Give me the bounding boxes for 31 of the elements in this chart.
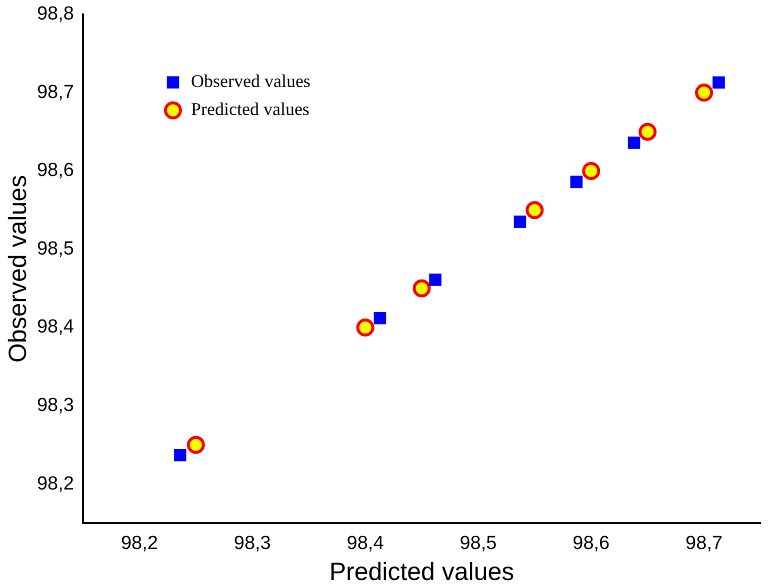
point [570,176,583,188]
point [429,274,442,286]
point [374,312,386,324]
point [412,279,431,298]
x-tick-label: 98,4 [346,532,384,554]
point [712,76,725,89]
point [695,84,714,102]
y-tick-label: 98,8 [36,4,74,25]
point [526,201,544,220]
point [514,216,526,228]
x-axis-title: Predicted values [329,558,514,586]
point [628,136,640,149]
point [356,318,374,337]
point [582,162,600,180]
point [174,448,186,462]
y-tick-label: 98,2 [36,473,74,494]
y-tick-label: 98,4 [36,316,74,338]
point [186,436,205,454]
x-tick-label: 98,7 [686,532,723,554]
y-axis-title: Observed values [4,174,32,363]
x-tick-label: 98,5 [460,532,497,554]
x-tick-label: 98,2 [120,532,158,554]
x-tick-label: 98,3 [234,532,271,554]
legend-label: Predicted values [190,99,310,120]
point [638,122,657,141]
y-tick-label: 98,6 [36,160,74,182]
x-tick-label: 98,6 [572,532,610,554]
y-tick-label: 98,3 [36,395,74,416]
legend-label: Observed values [190,71,310,92]
y-tick-label: 98,7 [36,82,74,103]
y-tick-label: 98,5 [36,238,74,260]
